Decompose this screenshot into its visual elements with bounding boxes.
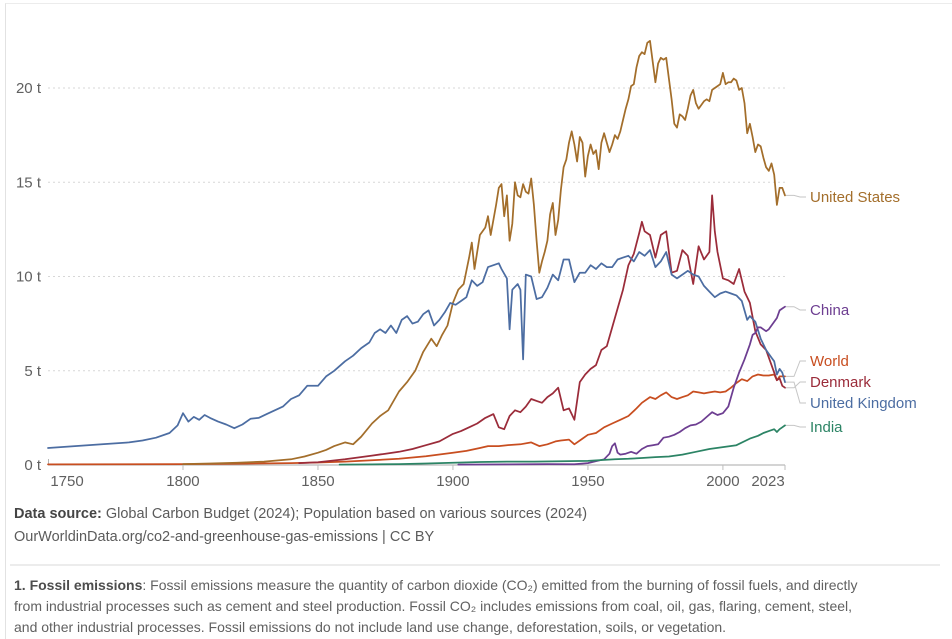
footnote-fossil-emissions: 1. Fossil emissions: Fossil emissions me… [14,575,862,638]
series-label-china[interactable]: China [810,302,850,319]
x-tick-label-2000: 2000 [706,473,739,490]
footnote-lead: 1. Fossil emissions [14,577,143,593]
series-label-denmark[interactable]: Denmark [810,374,871,391]
label-connector-china [786,306,806,311]
label-connector-india [786,424,806,428]
series-line-united-states[interactable] [182,40,786,465]
label-connector-world [786,360,806,377]
x-tick-label-1900: 1900 [436,473,469,490]
x-tick-label-1950: 1950 [571,473,604,490]
x-tick-label-2023: 2023 [751,473,784,490]
owid-url-link[interactable]: OurWorldinData.org/co2-and-greenhouse-ga… [14,529,435,545]
y-tick-label-15t: 15 t [16,174,42,191]
label-connector-united-kingdom [786,381,806,404]
data-source-text: Global Carbon Budget (2024); Population … [101,506,588,522]
series-label-united-states[interactable]: United States [810,189,900,206]
data-source-note: Data source: Global Carbon Budget (2024)… [14,503,587,549]
series-line-china[interactable] [457,305,786,466]
series-label-world[interactable]: World [810,353,849,370]
x-tick-label-1850: 1850 [301,473,334,490]
y-tick-label-0t: 0 t [24,457,42,474]
label-connector-denmark [786,381,806,389]
y-tick-label-20t: 20 t [16,80,42,97]
series-line-world[interactable] [47,373,786,466]
series-line-india[interactable] [338,424,786,466]
x-tick-label-1800: 1800 [166,473,199,490]
series-line-denmark[interactable] [298,194,786,464]
footnote-body: : Fossil emissions measure the quantity … [14,577,858,635]
x-tick-label-1750: 1750 [50,473,83,490]
footer-divider [10,564,940,566]
series-label-india[interactable]: India [810,419,843,436]
label-connector-united-states [786,194,806,198]
co2-per-capita-line-chart: 0 t 5 t 10 t 15 t 20 t 1750 1800 1850 1900 1950 20… [16,40,917,490]
series-label-united-kingdom[interactable]: United Kingdom [810,395,917,412]
y-tick-label-5t: 5 t [24,363,42,380]
y-tick-label-10t: 10 t [16,269,42,286]
series-line-united-kingdom[interactable] [47,249,786,449]
data-source-label: Data source: [14,506,102,522]
